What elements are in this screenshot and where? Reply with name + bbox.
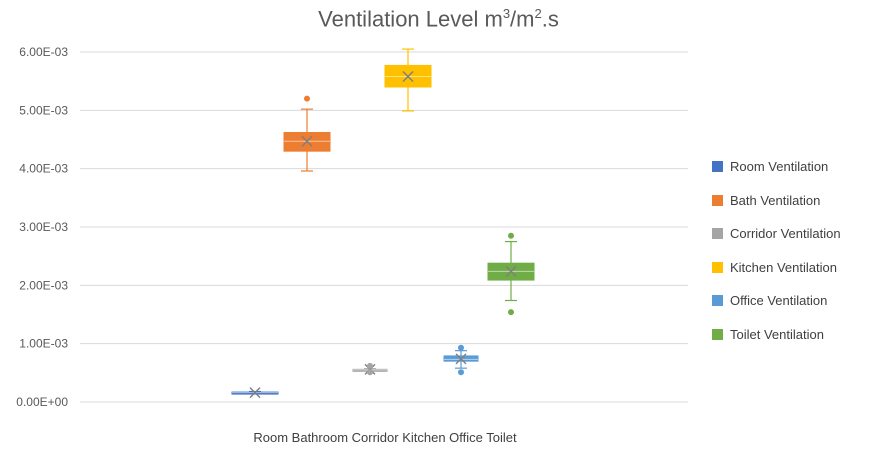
box-room-ventilation bbox=[231, 387, 279, 399]
legend-label: Kitchen Ventilation bbox=[730, 259, 837, 275]
legend-swatch bbox=[712, 228, 723, 240]
box-series bbox=[231, 48, 535, 399]
legend-label: Toilet Ventilation bbox=[730, 326, 824, 342]
outlier-point bbox=[304, 95, 310, 102]
y-tick-label: 6.00E-03 bbox=[19, 45, 68, 59]
legend-swatch bbox=[712, 161, 723, 173]
y-tick-label: 4.00E-03 bbox=[19, 162, 68, 176]
legend-item: Kitchen Ventilation bbox=[712, 251, 841, 285]
y-tick-label: 2.00E-03 bbox=[19, 278, 68, 292]
y-axis-ticks: 0.00E+00 1.00E-03 2.00E-03 3.00E-03 4.00E-03… bbox=[16, 45, 68, 409]
y-tick-label: 3.00E-03 bbox=[19, 220, 68, 234]
legend-swatch bbox=[712, 328, 723, 340]
legend-swatch bbox=[712, 295, 723, 307]
legend-item: Room Ventilation bbox=[712, 150, 841, 184]
legend-item: Toilet Ventilation bbox=[712, 318, 841, 352]
legend-label: Corridor Ventilation bbox=[730, 226, 841, 242]
outlier-point bbox=[508, 309, 514, 316]
legend-item: Bath Ventilation bbox=[712, 184, 841, 218]
box-bath-ventilation bbox=[283, 95, 331, 172]
x-axis-caption: Room Bathroom Corridor Kitchen Office To… bbox=[253, 430, 517, 445]
y-tick-label: 5.00E-03 bbox=[19, 103, 68, 117]
outlier-point bbox=[367, 362, 373, 369]
legend-label: Bath Ventilation bbox=[730, 192, 821, 208]
mean-marker bbox=[402, 71, 414, 82]
outlier-point bbox=[508, 232, 514, 239]
gridlines bbox=[80, 51, 688, 403]
legend: Room Ventilation Bath Ventilation Corridor… bbox=[712, 150, 841, 351]
box-kitchen-ventilation bbox=[384, 48, 432, 112]
box-corridor-ventilation bbox=[352, 362, 388, 376]
y-tick-label: 1.00E-03 bbox=[19, 337, 68, 351]
legend-item: Office Ventilation bbox=[712, 284, 841, 318]
outlier-point bbox=[367, 369, 373, 376]
legend-swatch bbox=[712, 194, 723, 206]
mean-marker bbox=[301, 135, 313, 147]
box-toilet-ventilation bbox=[487, 232, 535, 316]
legend-item: Corridor Ventilation bbox=[712, 217, 841, 251]
legend-label: Room Ventilation bbox=[730, 159, 829, 175]
outlier-point bbox=[458, 369, 464, 376]
chart-title: Ventilation Level m3/m2.s bbox=[318, 6, 559, 32]
box-office-ventilation bbox=[443, 344, 479, 376]
mean-marker bbox=[249, 387, 261, 399]
mean-marker bbox=[455, 353, 467, 365]
y-tick-label: 0.00E+00 bbox=[16, 395, 68, 409]
legend-swatch bbox=[712, 261, 723, 273]
outlier-point bbox=[458, 344, 464, 351]
mean-marker bbox=[505, 265, 517, 277]
legend-label: Office Ventilation bbox=[730, 293, 828, 309]
